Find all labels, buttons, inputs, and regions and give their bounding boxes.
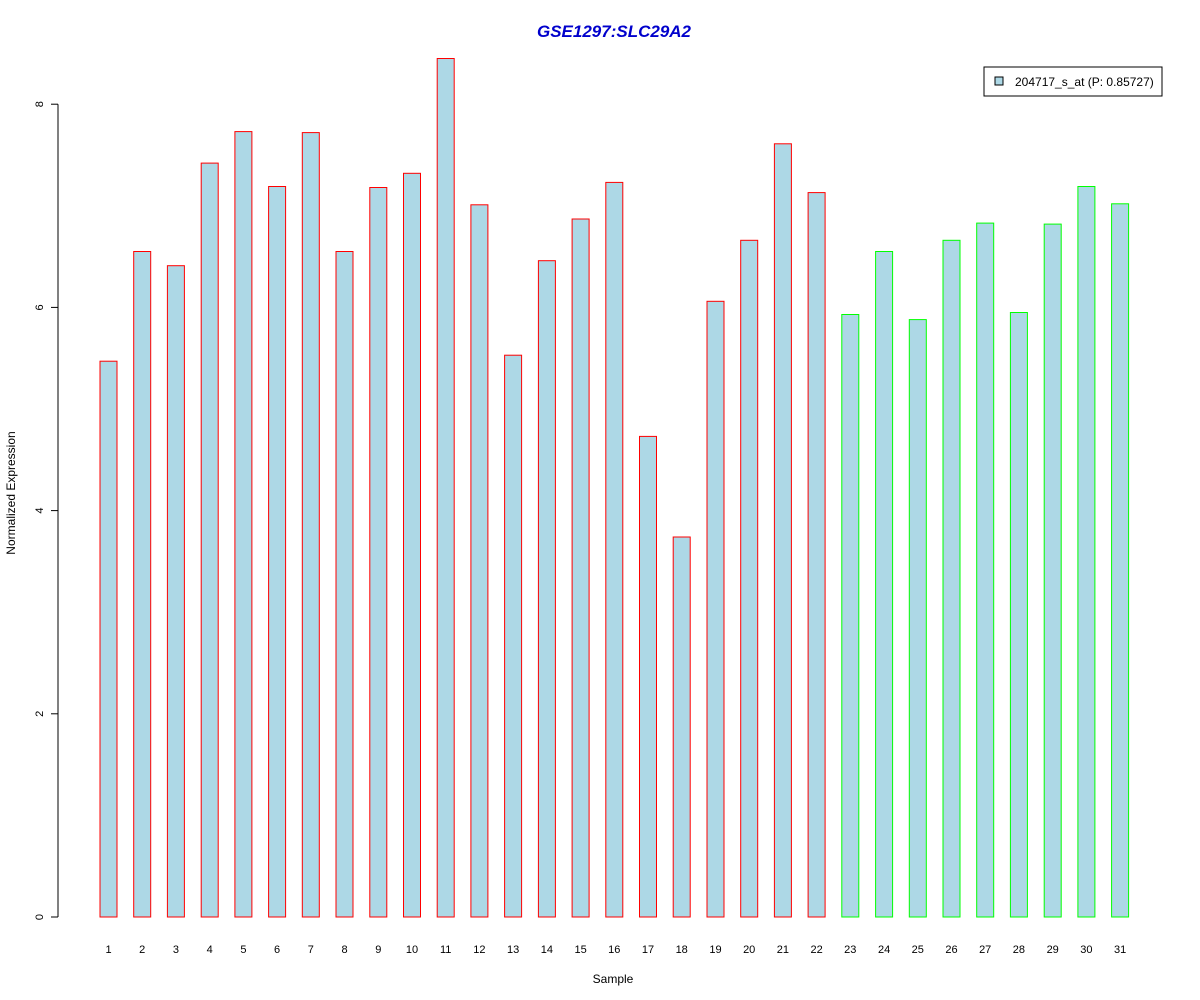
x-tick-label: 28 <box>1013 944 1025 956</box>
bar-sample-31 <box>1111 203 1130 918</box>
x-tick-label: 10 <box>406 944 418 956</box>
y-tick-label: 0 <box>34 914 46 920</box>
x-tick-label: 13 <box>507 944 519 956</box>
x-tick-label: 4 <box>207 944 213 956</box>
bar-sample-17 <box>639 435 657 918</box>
x-tick-label: 29 <box>1047 944 1059 956</box>
legend: 204717_s_at (P: 0.85727) <box>983 66 1163 97</box>
bar-sample-20 <box>740 239 759 918</box>
bar-sample-25 <box>908 319 927 918</box>
bar-sample-3 <box>166 265 185 918</box>
bar-sample-10 <box>403 172 421 918</box>
bar-sample-7 <box>301 132 320 918</box>
x-tick-label: 15 <box>574 944 586 956</box>
bar-sample-14 <box>537 260 556 918</box>
bar-sample-21 <box>773 143 792 918</box>
bar-sample-30 <box>1077 186 1096 918</box>
y-tick-label: 2 <box>34 711 46 717</box>
x-tick-label: 5 <box>240 944 246 956</box>
bar-sample-6 <box>268 186 287 918</box>
y-tick-label: 8 <box>34 101 46 107</box>
y-tick-label: 4 <box>34 508 46 514</box>
bar-sample-27 <box>976 222 995 918</box>
bar-sample-4 <box>200 162 219 918</box>
x-tick-label: 14 <box>541 944 553 956</box>
x-tick-label: 6 <box>274 944 280 956</box>
x-tick-label: 17 <box>642 944 654 956</box>
bar-sample-9 <box>369 187 388 918</box>
x-axis-title: Sample <box>593 972 634 986</box>
bar-sample-1 <box>99 360 118 918</box>
bar-sample-8 <box>335 251 354 918</box>
legend-swatch <box>994 76 1004 86</box>
x-tick-label: 2 <box>139 944 145 956</box>
bar-sample-11 <box>436 58 455 918</box>
x-tick-label: 27 <box>979 944 991 956</box>
x-tick-label: 3 <box>173 944 179 956</box>
bar-sample-16 <box>605 181 624 918</box>
bar-sample-12 <box>470 204 489 918</box>
bar-sample-15 <box>571 218 590 918</box>
x-tick-label: 24 <box>878 944 890 956</box>
x-tick-label: 11 <box>440 944 451 956</box>
chart-title: GSE1297:SLC29A2 <box>537 22 692 41</box>
x-tick-label: 23 <box>844 944 856 956</box>
x-tick-label: 25 <box>912 944 924 956</box>
bar-sample-13 <box>504 354 523 918</box>
x-tick-label: 21 <box>777 944 789 956</box>
x-tick-label: 16 <box>608 944 620 956</box>
bar-sample-23 <box>841 314 860 918</box>
x-tick-label: 19 <box>709 944 721 956</box>
x-tick-label: 9 <box>375 944 381 956</box>
bar-sample-26 <box>942 239 961 918</box>
y-axis: 0 2 4 6 8 <box>34 101 59 920</box>
y-axis-title: Normalized Expression <box>4 431 18 554</box>
legend-label: 204717_s_at (P: 0.85727) <box>1015 75 1154 89</box>
x-tick-label: 18 <box>676 944 688 956</box>
legend-box <box>983 66 1163 97</box>
x-tick-label: 12 <box>473 944 485 956</box>
bars <box>99 58 1130 918</box>
bar-sample-29 <box>1043 223 1062 918</box>
bar-sample-18 <box>672 536 691 918</box>
y-tick-label: 6 <box>34 304 46 310</box>
x-tick-label: 1 <box>105 944 111 956</box>
bar-sample-22 <box>807 192 826 918</box>
x-tick-label: 22 <box>810 944 822 956</box>
x-tick-label: 26 <box>945 944 957 956</box>
x-tick-label: 20 <box>743 944 755 956</box>
bar-sample-2 <box>133 251 152 918</box>
x-tick-label: 7 <box>308 944 314 956</box>
x-tick-label: 8 <box>341 944 347 956</box>
bar-sample-5 <box>234 131 253 918</box>
bar-sample-28 <box>1009 312 1028 918</box>
x-tick-label: 31 <box>1114 944 1126 956</box>
x-tick-label: 30 <box>1080 944 1092 956</box>
x-axis-labels: 1 2 3 4 5 6 7 8 9 10 11 12 13 14 15 16 17 18 19 20 21 22 23 24 2… <box>105 944 1126 956</box>
bar-sample-19 <box>706 300 725 918</box>
bar-sample-24 <box>875 251 894 918</box>
